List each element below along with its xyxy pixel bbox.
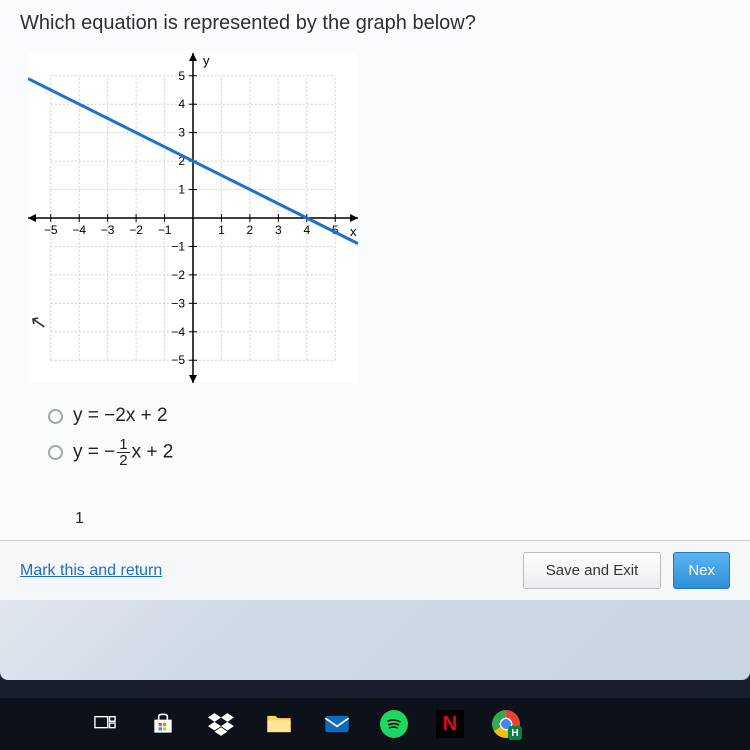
svg-text:4: 4 xyxy=(303,223,310,237)
svg-text:−3: −3 xyxy=(171,296,185,310)
photo-frame: Which equation is represented by the gra… xyxy=(0,0,750,680)
graph-svg: −5−4−3−2−112345−5−4−3−2−112345yx xyxy=(28,53,358,383)
footer-buttons: Save and Exit Nex xyxy=(523,552,730,589)
svg-text:−1: −1 xyxy=(171,239,185,253)
svg-text:−5: −5 xyxy=(171,353,185,367)
netflix-icon[interactable]: N xyxy=(436,710,464,738)
answer-choices: y = −2x + 2 y = −12x + 2 xyxy=(48,405,730,468)
svg-text:−4: −4 xyxy=(72,223,86,237)
quiz-footer: Mark this and return Save and Exit Nex xyxy=(0,540,750,600)
question-text: Which equation is represented by the gra… xyxy=(20,12,730,35)
answer-option-a[interactable]: y = −2x + 2 xyxy=(48,405,730,427)
file-explorer-icon[interactable] xyxy=(264,709,294,739)
chrome-badge: H xyxy=(508,726,522,740)
spotify-icon[interactable] xyxy=(380,710,408,738)
coordinate-graph: −5−4−3−2−112345−5−4−3−2−112345yx xyxy=(28,53,358,383)
svg-text:−3: −3 xyxy=(101,223,115,237)
svg-text:y: y xyxy=(203,53,210,68)
svg-text:2: 2 xyxy=(247,223,254,237)
svg-text:4: 4 xyxy=(178,97,185,111)
answer-option-b[interactable]: y = −12x + 2 xyxy=(48,437,730,468)
svg-text:−4: −4 xyxy=(171,325,185,339)
radio-icon[interactable] xyxy=(48,445,63,460)
svg-text:−2: −2 xyxy=(171,268,185,282)
stray-text: 1 xyxy=(75,510,84,528)
svg-text:5: 5 xyxy=(178,69,185,83)
svg-text:x: x xyxy=(350,224,357,239)
answer-a-text: y = −2x + 2 xyxy=(73,405,168,427)
microsoft-store-icon[interactable] xyxy=(148,709,178,739)
next-button[interactable]: Nex xyxy=(673,552,730,589)
task-view-icon[interactable] xyxy=(90,709,120,739)
chrome-icon[interactable]: H xyxy=(492,710,520,738)
windows-taskbar[interactable]: N H xyxy=(0,698,750,750)
svg-text:−2: −2 xyxy=(129,223,143,237)
answer-b-text: y = −12x + 2 xyxy=(73,437,173,468)
fraction-icon: 12 xyxy=(117,437,129,468)
svg-text:3: 3 xyxy=(178,126,185,140)
mail-icon[interactable] xyxy=(322,709,352,739)
svg-text:1: 1 xyxy=(178,183,185,197)
radio-icon[interactable] xyxy=(48,409,63,424)
svg-text:3: 3 xyxy=(275,223,282,237)
dropbox-icon[interactable] xyxy=(206,709,236,739)
mark-return-link[interactable]: Mark this and return xyxy=(20,562,162,580)
quiz-panel: Which equation is represented by the gra… xyxy=(0,0,750,600)
save-exit-button[interactable]: Save and Exit xyxy=(523,552,662,589)
svg-text:−5: −5 xyxy=(44,223,58,237)
svg-text:−1: −1 xyxy=(158,223,172,237)
svg-text:1: 1 xyxy=(218,223,225,237)
